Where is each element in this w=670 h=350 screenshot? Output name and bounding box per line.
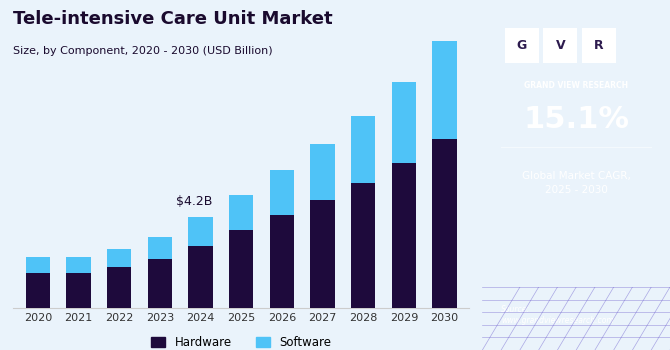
Bar [107, 249, 131, 267]
Bar [392, 82, 416, 163]
Text: Tele-intensive Care Unit Market: Tele-intensive Care Unit Market [13, 10, 333, 28]
Bar [147, 259, 172, 308]
Bar [66, 273, 90, 308]
Text: Global Market CAGR,
2025 - 2030: Global Market CAGR, 2025 - 2030 [522, 172, 630, 195]
Bar [432, 139, 457, 308]
Bar [188, 217, 213, 246]
Text: Size, by Component, 2020 - 2030 (USD Billion): Size, by Component, 2020 - 2030 (USD Bil… [13, 46, 273, 56]
Legend: Hardware, Software: Hardware, Software [147, 331, 336, 350]
Text: Source:
www.grandviewresearch.com: Source: www.grandviewresearch.com [501, 304, 614, 325]
Bar [270, 169, 294, 215]
Bar [147, 237, 172, 259]
Bar [351, 116, 375, 183]
Bar [25, 257, 50, 273]
Bar [351, 183, 375, 308]
Bar [107, 267, 131, 308]
Bar [188, 246, 213, 308]
FancyBboxPatch shape [505, 28, 539, 63]
FancyBboxPatch shape [582, 28, 616, 63]
Bar [25, 273, 50, 308]
Bar [392, 163, 416, 308]
Bar [229, 230, 253, 308]
Bar [229, 195, 253, 230]
Bar [310, 200, 335, 308]
Text: V: V [555, 39, 565, 52]
Bar [310, 144, 335, 200]
Bar [66, 257, 90, 273]
Bar [432, 41, 457, 139]
Text: $4.2B: $4.2B [176, 195, 212, 208]
Text: GRAND VIEW RESEARCH: GRAND VIEW RESEARCH [524, 80, 628, 90]
Text: 15.1%: 15.1% [523, 105, 629, 134]
Text: R: R [594, 39, 604, 52]
Text: G: G [517, 39, 527, 52]
FancyBboxPatch shape [543, 28, 577, 63]
Bar [270, 215, 294, 308]
